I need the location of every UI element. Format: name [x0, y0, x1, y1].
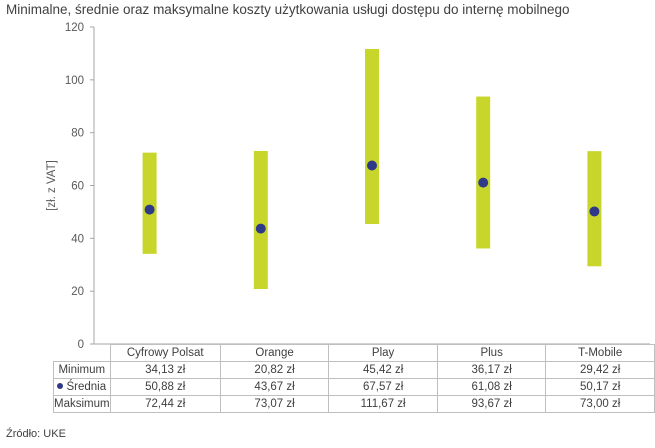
y-tick-label: 80: [71, 128, 84, 140]
y-tick-label: 20: [71, 286, 84, 298]
table-cell: 93,67 zł: [436, 395, 547, 413]
table-cell: 34,13 zł: [109, 361, 221, 379]
table-cell: 111,67 zł: [328, 395, 438, 413]
table-cell: 50,17 zł: [545, 378, 655, 396]
y-tick-label: 60: [71, 181, 84, 193]
table-header-row: Cyfrowy Polsat Orange Play Plus T-Mobile: [54, 344, 655, 362]
range-bar: [476, 96, 491, 249]
average-dot: [255, 223, 266, 234]
range-bar: [365, 49, 379, 225]
y-tick-label: 120: [65, 22, 84, 34]
table-header-cell: Orange: [219, 344, 330, 362]
table-cell: 73,07 zł: [219, 395, 330, 413]
range-bar: [142, 152, 157, 254]
table-header-cell: Play: [328, 344, 438, 362]
table-cell: 50,88 zł: [109, 378, 221, 396]
average-dot: [144, 204, 155, 215]
table-cell: 43,67 zł: [219, 378, 330, 396]
average-dot: [589, 206, 600, 217]
table-row-label: Maksimum: [53, 395, 111, 413]
average-dot: [367, 160, 377, 171]
y-tick-label: 0: [78, 339, 84, 351]
table-row-srednia: Średnia 50,88 zł 43,67 zł 67,57 zł 61,08…: [53, 378, 655, 396]
table-row-minimum: Minimum 34,13 zł 20,82 zł 45,42 zł 36,17…: [53, 361, 655, 379]
table-row-label-with-legend: Średnia: [53, 378, 111, 396]
table-header-cell: Cyfrowy Polsat: [109, 344, 221, 362]
y-axis-title: [zł. z VAT]: [46, 160, 58, 211]
legend-dot-icon: [57, 382, 64, 389]
table-cell: 45,42 zł: [328, 361, 438, 379]
table-corner: [54, 345, 111, 362]
source-note: Źródło: UKE: [6, 428, 66, 440]
table-cell: 72,44 zł: [109, 395, 221, 413]
table-cell: 29,42 zł: [545, 361, 655, 379]
table-row-maksimum: Maksimum 72,44 zł 73,07 zł 111,67 zł 93,…: [53, 395, 655, 413]
table-cell: 61,08 zł: [436, 378, 547, 396]
y-tick-label: 40: [71, 233, 84, 245]
chart-title: Minimalne, średnie oraz maksymalne koszt…: [6, 2, 570, 17]
table-cell: 67,57 zł: [328, 378, 438, 396]
table-cell: 73,00 zł: [545, 395, 655, 413]
table-row-label: Minimum: [53, 361, 111, 379]
range-bar: [253, 150, 268, 290]
data-table: Cyfrowy Polsat Orange Play Plus T-Mobile…: [53, 344, 655, 413]
table-row-label: Średnia: [66, 381, 107, 393]
table-cell: 36,17 zł: [436, 361, 547, 379]
average-dot: [478, 177, 489, 188]
table-header-cell: T-Mobile: [545, 344, 655, 362]
table-header-cell: Plus: [436, 344, 547, 362]
table-cell: 20,82 zł: [219, 361, 330, 379]
y-tick-label: 100: [65, 75, 84, 87]
